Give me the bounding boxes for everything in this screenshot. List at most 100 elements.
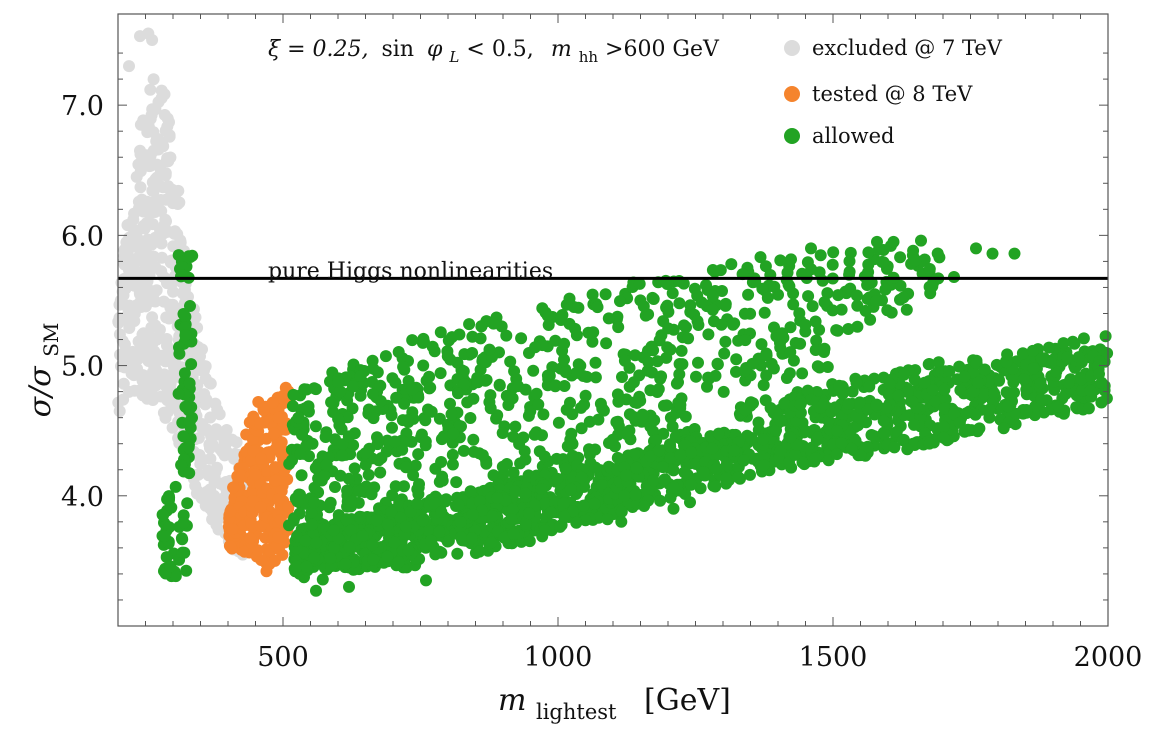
- y-axis-label-main: σ/σ: [23, 365, 58, 418]
- scatter-point-allowed: [172, 387, 185, 400]
- scatter-point-allowed: [417, 359, 430, 372]
- scatter-point-allowed: [157, 509, 170, 522]
- scatter-point-allowed: [969, 408, 982, 421]
- scatter-point-allowed: [457, 444, 470, 457]
- scatter-point-allowed: [370, 514, 383, 527]
- scatter-point-allowed: [829, 401, 842, 414]
- scatter-point-allowed: [447, 427, 460, 440]
- scatter-point-allowed: [420, 574, 432, 587]
- scatter-point-excluded-7-tev: [137, 151, 150, 164]
- scatter-point-allowed: [799, 318, 812, 331]
- scatter-point-allowed: [1084, 384, 1097, 397]
- scatter-point-allowed: [813, 323, 826, 336]
- scatter-point-allowed: [446, 448, 459, 461]
- scatter-point-allowed: [831, 424, 844, 437]
- scatter-point-allowed: [334, 385, 347, 398]
- scatter-point-allowed: [1018, 373, 1030, 386]
- scatter-point-allowed: [287, 388, 300, 401]
- scatter-point-allowed: [332, 376, 345, 388]
- scatter-point-allowed: [399, 461, 412, 474]
- scatter-point-allowed: [655, 370, 668, 383]
- scatter-point-allowed: [652, 383, 665, 396]
- scatter-point-allowed: [851, 320, 864, 333]
- scatter-point-tested-8-tev: [255, 452, 267, 465]
- scatter-point-allowed: [169, 570, 182, 583]
- scatter-point-allowed: [554, 520, 566, 533]
- y-axis-label-sub: SM: [39, 323, 63, 357]
- scatter-point-allowed: [990, 358, 1003, 371]
- scatter-point-allowed: [716, 285, 728, 297]
- scatter-point-allowed: [327, 524, 340, 537]
- title-phi-sub: L: [448, 48, 459, 66]
- scatter-point-tested-8-tev: [260, 565, 273, 578]
- scatter-point-excluded-7-tev: [120, 236, 133, 249]
- scatter-point-allowed: [679, 410, 692, 423]
- scatter-point-allowed: [343, 580, 355, 593]
- scatter-point-allowed: [444, 353, 457, 366]
- scatter-point-allowed: [476, 449, 489, 462]
- scatter-point-excluded-7-tev: [163, 298, 176, 311]
- scatter-point-excluded-7-tev: [172, 184, 185, 197]
- scatter-point-allowed: [616, 371, 628, 383]
- scatter-point-allowed: [302, 400, 315, 413]
- scatter-point-allowed: [579, 514, 592, 527]
- scatter-point-allowed: [475, 320, 488, 333]
- scatter-point-allowed: [850, 289, 863, 302]
- scatter-point-allowed: [923, 358, 936, 370]
- scatter-point-allowed: [564, 483, 577, 496]
- scatter-point-allowed: [937, 420, 950, 433]
- scatter-point-allowed: [835, 437, 848, 450]
- scatter-point-excluded-7-tev: [117, 377, 130, 390]
- scatter-point-allowed: [491, 492, 504, 504]
- scatter-point-excluded-7-tev: [152, 96, 165, 109]
- scatter-point-allowed: [943, 365, 956, 377]
- scatter-point-allowed: [353, 485, 366, 498]
- scatter-point-allowed: [291, 560, 303, 573]
- scatter-point-allowed: [901, 443, 914, 456]
- scatter-point-allowed: [381, 550, 394, 563]
- scatter-point-allowed: [813, 361, 826, 374]
- scatter-point-allowed: [794, 398, 807, 411]
- scatter-point-allowed: [897, 291, 910, 304]
- scatter-point-allowed: [419, 414, 432, 427]
- scatter-point-allowed: [784, 431, 797, 444]
- scatter-point-allowed: [539, 497, 552, 510]
- x-tick-label: 500: [257, 642, 309, 673]
- scatter-point-allowed: [570, 367, 583, 379]
- scatter-point-allowed: [409, 459, 422, 472]
- scatter-point-allowed: [896, 434, 909, 447]
- scatter-point-tested-8-tev: [272, 411, 285, 424]
- scatter-point-allowed: [564, 396, 576, 409]
- scatter-point-allowed: [397, 360, 410, 373]
- scatter-point-allowed: [428, 497, 441, 510]
- scatter-point-allowed: [761, 291, 774, 304]
- scatter-point-allowed: [628, 396, 641, 409]
- scatter-point-excluded-7-tev: [167, 240, 180, 253]
- scatter-point-allowed: [388, 435, 401, 448]
- scatter-point-allowed: [579, 389, 592, 402]
- x-tick-label: 1500: [799, 642, 868, 673]
- scatter-point-allowed: [306, 518, 318, 531]
- scatter-point-excluded-7-tev: [173, 196, 185, 209]
- scatter-point-allowed: [602, 312, 615, 325]
- scatter-point-allowed: [612, 420, 625, 433]
- scatter-point-allowed: [986, 247, 999, 260]
- scatter-point-allowed: [1010, 407, 1023, 420]
- scatter-point-allowed: [412, 448, 425, 461]
- scatter-point-allowed: [591, 301, 604, 314]
- scatter-point-allowed: [648, 414, 661, 427]
- scatter-point-allowed: [796, 367, 809, 380]
- scatter-point-allowed: [527, 364, 540, 377]
- scatter-point-allowed: [618, 489, 631, 502]
- scatter-point-allowed: [466, 347, 479, 359]
- scatter-point-allowed: [444, 397, 456, 410]
- scatter-point-allowed: [406, 383, 419, 396]
- scatter-point-allowed: [1072, 351, 1085, 364]
- scatter-point-allowed: [1050, 365, 1063, 378]
- scatter-point-allowed: [709, 480, 722, 493]
- scatter-point-excluded-7-tev: [132, 266, 145, 279]
- scatter-point-tested-8-tev: [272, 531, 284, 544]
- scatter-point-excluded-7-tev: [167, 285, 179, 298]
- scatter-point-tested-8-tev: [268, 427, 281, 440]
